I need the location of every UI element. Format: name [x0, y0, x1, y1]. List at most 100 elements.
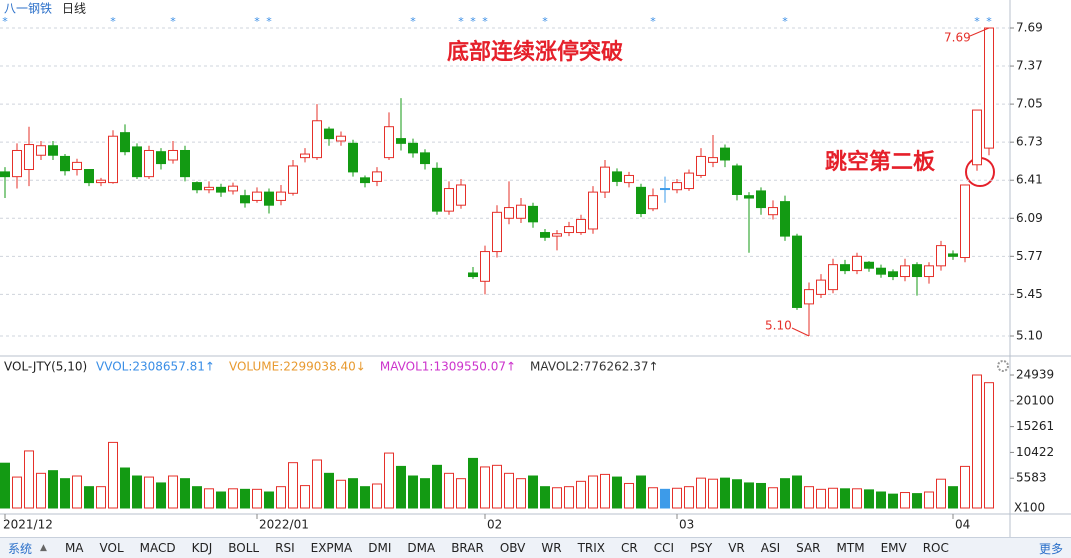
candle-body	[24, 144, 34, 171]
indicator-tab[interactable]: VOL	[99, 541, 124, 555]
indicator-tab[interactable]: CR	[621, 541, 638, 555]
candle-body	[492, 211, 502, 253]
x-tick-label: 03	[679, 518, 694, 532]
candle-body	[624, 174, 634, 184]
candle-body	[960, 184, 970, 259]
candle-body	[696, 155, 706, 176]
volume-bar	[216, 491, 226, 509]
volume-bar	[936, 478, 946, 509]
y-tick-label: 7.69	[1016, 21, 1043, 35]
candle-body	[408, 142, 418, 154]
volume-bar	[492, 464, 502, 509]
candle-body	[396, 138, 406, 144]
volume-bar	[228, 488, 238, 509]
more-tab[interactable]: 更多	[1038, 541, 1063, 556]
candle-body	[180, 149, 190, 178]
y-tick-label: 6.41	[1016, 173, 1043, 187]
candle-body	[756, 190, 766, 209]
legend-item: MAVOL1:1309550.07↑	[380, 360, 516, 374]
volume-bar	[648, 487, 658, 509]
indicator-tab[interactable]: RSI	[275, 541, 295, 555]
event-star: *	[482, 15, 488, 28]
candle-body	[708, 157, 718, 163]
candle-body	[336, 135, 346, 142]
candle-body	[804, 289, 814, 305]
volume-bar	[96, 486, 106, 509]
volume-bar	[264, 491, 274, 509]
volume-bar	[624, 482, 634, 509]
indicator-tab[interactable]: WR	[541, 541, 562, 555]
volume-bar	[240, 488, 250, 509]
volume-bar	[84, 486, 94, 509]
volume-bar	[204, 488, 214, 509]
indicator-tab[interactable]: MA	[64, 541, 84, 555]
candle-body	[456, 184, 466, 206]
volume-bar	[792, 475, 802, 509]
indicator-tab[interactable]: TRIX	[577, 541, 605, 555]
candle-body	[576, 218, 586, 234]
indicator-tab[interactable]: PSY	[690, 541, 713, 555]
indicator-tab[interactable]: BOLL	[228, 541, 260, 555]
indicator-tab[interactable]: CCI	[653, 541, 675, 555]
candle-body	[468, 272, 478, 278]
indicator-tab[interactable]: KDJ	[191, 541, 213, 555]
volume-bar	[924, 491, 934, 509]
low-label: 5.10	[765, 319, 792, 333]
volume-bar	[132, 475, 142, 509]
legend-item: MAVOL2:776262.37↑	[530, 360, 659, 374]
indicator-tab[interactable]: ASI	[760, 541, 781, 555]
settings-icon[interactable]	[997, 360, 1009, 372]
volume-bar	[72, 475, 82, 509]
indicator-tab[interactable]: BRAR	[451, 541, 484, 555]
low-pointer	[791, 327, 810, 337]
indicator-tab[interactable]: MACD	[139, 541, 176, 555]
volume-bar	[564, 486, 574, 509]
candle-body	[144, 149, 154, 178]
candle-body	[936, 245, 946, 267]
legend-item: VOLUME:2299038.40↓	[229, 360, 366, 374]
volume-bar	[444, 472, 454, 509]
candle-body	[852, 255, 862, 272]
x-tick-label: 02	[487, 518, 502, 532]
event-star: *	[470, 15, 476, 28]
event-star: *	[974, 15, 980, 28]
volume-bar	[36, 472, 46, 509]
candle-body	[108, 135, 118, 184]
indicator-tab[interactable]: OBV	[499, 541, 526, 555]
volume-bar	[948, 486, 958, 509]
indicator-tab[interactable]: VR	[728, 541, 745, 555]
candle-body	[372, 171, 382, 182]
volume-bar	[108, 441, 118, 509]
y-tick-label: 24939	[1016, 368, 1054, 382]
volume-bar	[864, 489, 874, 509]
candle-body	[888, 271, 898, 278]
background	[0, 0, 1071, 537]
volume-bar	[540, 486, 550, 509]
candle-body	[348, 142, 358, 173]
volume-bar	[888, 493, 898, 509]
volume-bar	[684, 486, 694, 509]
annotation-title: 底部连续涨停突破	[447, 39, 623, 65]
volume-bar	[12, 476, 22, 509]
indicator-tab[interactable]: SAR	[796, 541, 821, 555]
candle-body	[360, 177, 370, 184]
indicator-tab[interactable]: DMI	[368, 541, 392, 555]
event-star: *	[2, 15, 8, 28]
volume-bar	[120, 467, 130, 509]
stock-name: 八一钢铁	[4, 2, 52, 16]
event-star: *	[542, 15, 548, 28]
indicator-tab[interactable]: DMA	[407, 541, 436, 555]
candle-body	[912, 264, 922, 278]
volume-bar	[720, 477, 730, 509]
volume-bar	[432, 464, 442, 509]
volume-bar	[828, 487, 838, 509]
indicator-tab[interactable]: EXPMA	[310, 541, 353, 555]
candle-body	[672, 182, 682, 191]
volume-bar	[528, 475, 538, 509]
indicator-tab[interactable]: MTM	[836, 541, 865, 555]
system-tab[interactable]: 系统	[8, 541, 33, 556]
volume-bar	[756, 482, 766, 509]
volume-bar	[672, 487, 682, 509]
indicator-tab[interactable]: EMV	[880, 541, 907, 555]
indicator-tab[interactable]: ROC	[922, 541, 949, 555]
